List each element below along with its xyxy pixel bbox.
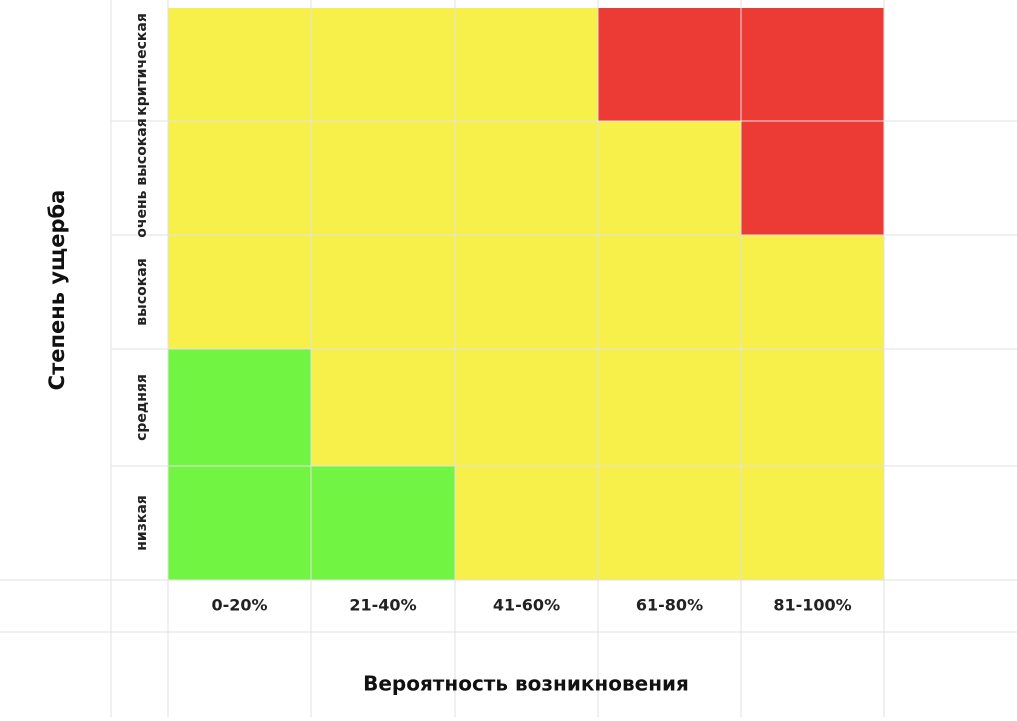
- heatmap-cell: [311, 235, 455, 349]
- heatmap-cell: [455, 8, 598, 121]
- heatmap-cell: [168, 235, 311, 349]
- heatmap-cell: [455, 121, 598, 235]
- heatmap-cell: [168, 466, 311, 580]
- heatmap-cell: [598, 121, 741, 235]
- x-tick-label: 81-100%: [773, 596, 851, 615]
- heatmap-cell: [455, 235, 598, 349]
- x-tick-label: 21-40%: [349, 596, 416, 615]
- x-axis-label: Вероятность возникновения: [363, 672, 689, 696]
- heatmap-cell: [168, 8, 311, 121]
- heatmap-cell: [741, 349, 884, 466]
- x-tick-labels: 0-20% 21-40% 41-60% 61-80% 81-100%: [211, 596, 851, 615]
- x-tick-label: 41-60%: [493, 596, 560, 615]
- x-tick-label: 0-20%: [211, 596, 267, 615]
- heatmap-cell: [741, 8, 884, 121]
- heatmap-cell: [311, 466, 455, 580]
- heatmap-cell: [598, 235, 741, 349]
- heatmap-cell: [455, 466, 598, 580]
- heatmap-cell: [598, 8, 741, 121]
- heatmap-cell: [741, 235, 884, 349]
- heatmap-cell: [311, 8, 455, 121]
- heatmap-cells: [168, 8, 884, 580]
- y-tick-label: очень высокая: [134, 118, 150, 238]
- heatmap-cell: [741, 121, 884, 235]
- heatmap-cell: [455, 349, 598, 466]
- y-tick-labels: низкая средняя высокая очень высокая критиче…: [134, 13, 150, 551]
- heatmap-cell: [168, 349, 311, 466]
- heatmap-cell: [168, 121, 311, 235]
- y-tick-label: высокая: [134, 258, 150, 325]
- heatmap-cell: [311, 349, 455, 466]
- x-tick-label: 61-80%: [636, 596, 703, 615]
- y-axis-label: Степень ущерба: [45, 190, 69, 391]
- heatmap-cell: [741, 466, 884, 580]
- heatmap-cell: [598, 349, 741, 466]
- y-tick-label: средняя: [134, 374, 150, 441]
- heatmap-cell: [598, 466, 741, 580]
- y-tick-label: низкая: [134, 495, 150, 551]
- y-tick-label: критическая: [134, 13, 150, 116]
- heatmap-cell: [311, 121, 455, 235]
